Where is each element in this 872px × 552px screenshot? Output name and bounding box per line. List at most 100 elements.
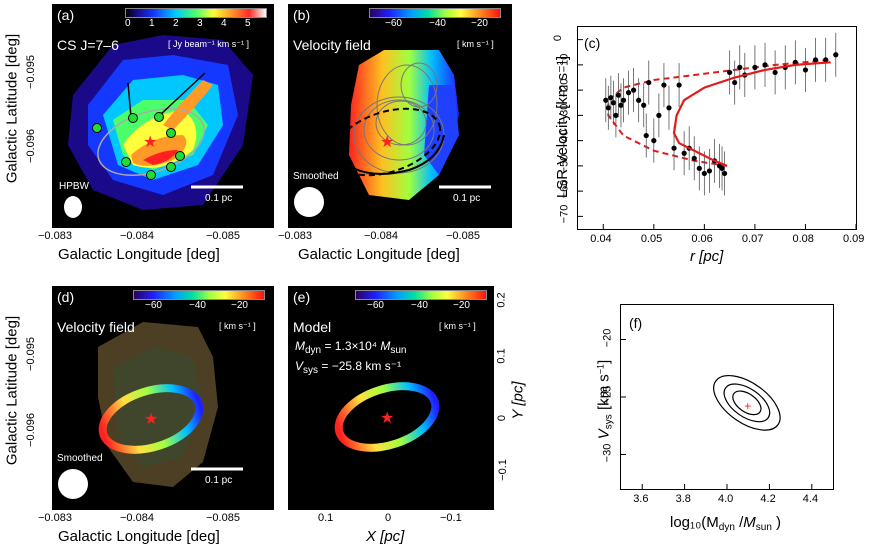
vsys-label: Vsys = −25.8 km s⁻¹: [295, 359, 402, 376]
chi2-contour-svg: +: [621, 339, 813, 489]
glat-tick: −0.096: [24, 129, 37, 163]
data-point: [608, 95, 614, 101]
panel-label: (d): [57, 289, 75, 305]
panel-label: (b): [293, 7, 311, 23]
cbar-tick: −60: [145, 300, 162, 311]
y-pc-tick: 0.2: [495, 292, 508, 308]
model-map: ★ −60 −40 −20 (e) Model [ km s⁻¹ ] Mdyn …: [288, 286, 494, 510]
beam-label: HPBW: [59, 181, 89, 192]
x-pc-tick: 0.1: [318, 512, 334, 524]
glon-tick: −0.083: [38, 230, 72, 242]
data-point: [772, 69, 778, 76]
glon-tick: −0.084: [364, 230, 398, 242]
data-point: [620, 97, 627, 103]
data-point: [721, 170, 728, 177]
panel-label: (c): [584, 35, 601, 51]
data-point: [636, 97, 642, 103]
data-point: [671, 145, 677, 151]
data-point: [752, 64, 758, 70]
x-pc-tick: 0: [385, 512, 392, 524]
velocity-map-d: ★ −60 −40 −20 (d) Velocity field [ km s⁻…: [52, 286, 274, 510]
cbar-tick: −40: [189, 300, 206, 311]
mdyn-label: Mdyn = 1.3×10⁴ Msun: [295, 339, 407, 356]
data-point: [610, 100, 616, 106]
glon-tick: −0.084: [120, 230, 154, 242]
x-axis-title: Galactic Longitude [deg]: [58, 246, 220, 263]
y-axis-title: Galactic Latitude [deg]: [3, 33, 21, 184]
cbar-tick: −40: [411, 300, 428, 311]
data-point: [802, 67, 809, 73]
scale-label: 0.1 pc: [205, 193, 233, 204]
cbar-tick: −20: [453, 300, 470, 311]
glon-tick: −0.085: [206, 230, 240, 242]
glat-tick: −0.095: [24, 337, 37, 371]
cbar-tick: 2: [173, 18, 179, 29]
cbar-tick: 4: [221, 18, 227, 29]
data-point: [691, 155, 697, 161]
data-point: [706, 168, 713, 174]
data-point: [615, 92, 622, 98]
f-ylabel-text: V: [595, 429, 613, 440]
x-tick-label: 3.6: [633, 493, 649, 505]
velocity-ellipse-image: ★: [58, 322, 243, 499]
glon-tick: −0.084: [120, 512, 154, 524]
y-axis-title: Vsys [km s−1]: [595, 359, 615, 440]
line-label: CS J=7–6: [57, 37, 119, 53]
unit-label: [ km s⁻¹ ]: [457, 39, 494, 49]
cbar-tick: −40: [429, 18, 446, 29]
rotation-curve-svg: [578, 32, 857, 229]
colorbar-d: [133, 290, 265, 300]
unit-label: [ Jy beam⁻¹ km s⁻¹ ]: [168, 39, 250, 49]
x-tick-label: 0.04: [590, 233, 612, 245]
cbar-tick: 1: [149, 18, 155, 29]
chi2-contour-plot: + (f): [620, 304, 834, 490]
data-point: [696, 165, 702, 171]
data-point: [732, 79, 738, 86]
x-tick-label: 0.05: [640, 233, 663, 245]
cbar-tick: −60: [385, 18, 402, 29]
panel-label: (e): [293, 289, 311, 305]
x-tick-label: 0.08: [792, 233, 814, 245]
star-marker: ★: [143, 134, 157, 151]
data-point: [618, 102, 624, 108]
data-point: [792, 59, 798, 65]
f-xlabel-text: log₁₀(M: [670, 514, 719, 531]
scale-label: 0.1 pc: [205, 475, 233, 486]
line-label: Velocity field: [57, 319, 135, 335]
y-axis-title: LSR Velocity [km s⁻¹]: [554, 55, 571, 199]
data-point: [701, 170, 707, 177]
velocity-map-b: ★ −60 −40 −20 (b) Velocity field [ km s⁻…: [288, 4, 512, 228]
data-point: [666, 105, 672, 111]
cbar-tick: 3: [197, 18, 203, 29]
rotation-curve-plot: (c): [577, 26, 857, 230]
panel-label: (a): [57, 7, 75, 23]
line-label: Velocity field: [293, 37, 371, 53]
y-pc-tick: 0.1: [495, 348, 508, 364]
data-point: [656, 112, 662, 118]
glat-tick: −0.096: [24, 413, 37, 447]
x-axis-title: r [pc]: [690, 248, 724, 265]
star-marker: ★: [380, 410, 394, 427]
x-tick-label: 4.0: [718, 493, 734, 505]
data-point: [727, 69, 733, 76]
cbar-tick: −60: [367, 300, 384, 311]
data-point: [646, 79, 652, 86]
confidence-contour: [723, 383, 771, 423]
cbar-tick: −20: [231, 300, 248, 311]
x-tick-label: 4.4: [802, 493, 819, 505]
y-axis-title: Y [pc]: [509, 381, 527, 420]
unit-label: [ km s⁻¹ ]: [439, 321, 476, 331]
x-tick-label: 3.8: [675, 493, 691, 505]
x-axis-title: Galactic Longitude [deg]: [58, 528, 220, 545]
data-point: [762, 62, 768, 68]
cs-intensity-image: ★: [53, 5, 273, 227]
star-marker: ★: [380, 134, 394, 151]
confidence-contour: [713, 374, 781, 431]
x-axis-title: X [pc]: [366, 528, 405, 545]
colorbar-a: [125, 8, 267, 18]
data-point: [651, 138, 657, 144]
data-point: [681, 150, 687, 156]
cs-map: ★ 0 1 2 3 4 5 (a) CS J=7–6 [ Jy beam⁻¹ k…: [52, 4, 274, 228]
data-point: [631, 87, 637, 93]
x-tick-label: 0.09: [843, 233, 865, 245]
